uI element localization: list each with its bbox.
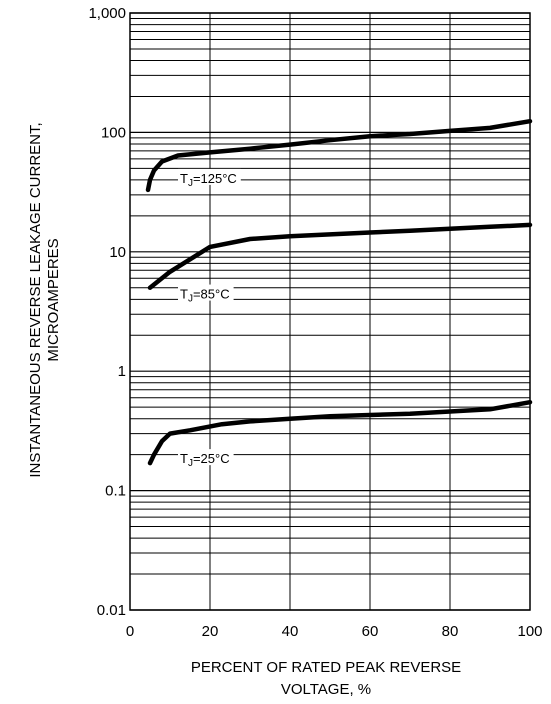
curve-label: TJ=25°C	[180, 451, 230, 469]
y-axis-title-line2: MICROAMPERES	[45, 238, 62, 361]
y-tick-label: 1,000	[88, 5, 126, 22]
y-tick-label: 1	[118, 363, 126, 380]
curve-labels: TJ=125°C TJ=85°C TJ=25°C	[178, 168, 241, 469]
axis-ticks: 0.01 0.1 1 10 100 1,000 0 20 40 60 80 100	[88, 5, 542, 640]
series-line	[147, 222, 533, 290]
y-axis-title-line1: INSTANTANEOUS REVERSE LEAKAGE CURRENT,	[27, 122, 44, 477]
data-curves	[145, 118, 533, 466]
x-tick-label: 0	[126, 623, 134, 640]
y-tick-label: 100	[101, 124, 126, 141]
x-tick-label: 80	[442, 623, 459, 640]
series-line	[145, 118, 533, 193]
x-axis-title-line1: PERCENT OF RATED PEAK REVERSE	[191, 659, 461, 676]
y-axis-title: INSTANTANEOUS REVERSE LEAKAGE CURRENT, M…	[27, 122, 62, 477]
x-tick-label: 60	[362, 623, 379, 640]
plot-frame	[129, 12, 531, 611]
y-tick-label: 0.1	[105, 483, 126, 500]
y-tick-label: 0.01	[97, 602, 126, 619]
curve-label: TJ=125°C	[180, 171, 237, 189]
x-axis-title-line2: VOLTAGE, %	[281, 681, 371, 698]
curve-label-bg	[178, 449, 234, 466]
curve-label-bg	[178, 284, 234, 301]
y-tick-label: 10	[109, 244, 126, 261]
x-tick-label: 20	[202, 623, 219, 640]
series-line	[147, 399, 533, 466]
curve-label: TJ=85°C	[180, 287, 230, 305]
x-tick-label: 100	[517, 623, 542, 640]
grid-lines	[130, 12, 530, 611]
x-tick-label: 40	[282, 623, 299, 640]
curve-label-bg	[178, 168, 241, 185]
